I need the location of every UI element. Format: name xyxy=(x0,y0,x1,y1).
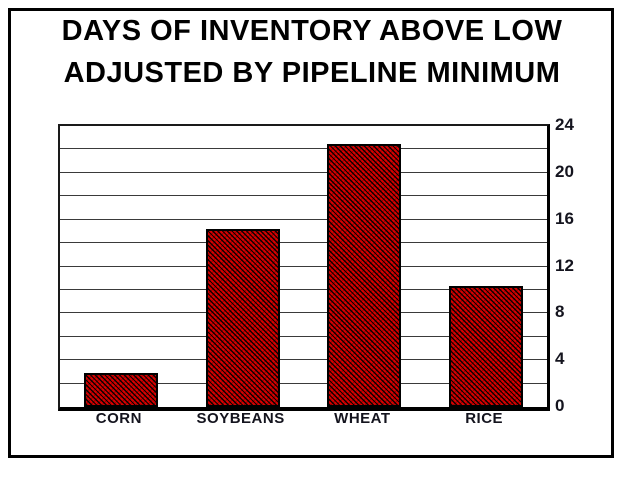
gridline-14 xyxy=(60,242,547,244)
bar-corn xyxy=(83,373,158,407)
y-tick-label-0: 0 xyxy=(555,396,565,415)
chart-title-line-2: ADJUSTED BY PIPELINE MINIMUM xyxy=(63,57,561,89)
y-tick-label-20: 20 xyxy=(555,161,574,181)
y-tick-label-24: 24 xyxy=(555,115,574,134)
plot-area xyxy=(58,124,550,411)
x-tick-label-rice: RICE xyxy=(465,410,504,427)
gridline-22 xyxy=(60,148,547,150)
gridline-2 xyxy=(60,382,547,384)
x-tick-label-corn: CORN xyxy=(95,410,142,427)
gridline-16 xyxy=(60,218,547,220)
bar-rice xyxy=(449,286,524,407)
y-tick-label-16: 16 xyxy=(555,208,574,228)
gridline-4 xyxy=(60,359,547,361)
y-tick-label-4: 4 xyxy=(555,349,565,369)
y-tick-label-8: 8 xyxy=(555,302,565,322)
gridline-8 xyxy=(60,312,547,314)
x-tick-label-wheat: WHEAT xyxy=(334,410,391,427)
x-tick-label-soybeans: SOYBEANS xyxy=(196,410,285,427)
gridline-12 xyxy=(60,265,547,267)
gridline-6 xyxy=(60,335,547,337)
gridline-18 xyxy=(60,195,547,197)
gridline-20 xyxy=(60,171,547,173)
bar-wheat xyxy=(327,143,402,407)
y-tick-label-12: 12 xyxy=(555,255,574,275)
gridline-10 xyxy=(60,288,547,290)
bar-soybeans xyxy=(205,229,280,407)
chart-title-line-1: DAYS OF INVENTORY ABOVE LOW xyxy=(61,15,563,47)
